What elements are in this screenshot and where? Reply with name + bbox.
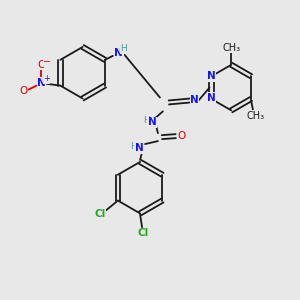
Text: H: H (130, 142, 136, 151)
Text: H: H (120, 44, 127, 53)
Text: CH₃: CH₃ (222, 43, 240, 53)
Text: O: O (20, 85, 28, 96)
Text: Cl: Cl (137, 228, 149, 238)
Text: N: N (37, 78, 46, 88)
Text: +: + (43, 74, 50, 83)
Text: Cl: Cl (94, 209, 106, 219)
Text: −: − (44, 57, 52, 67)
Text: N: N (207, 71, 216, 81)
Text: N: N (190, 95, 199, 106)
Text: N: N (207, 93, 216, 103)
Text: N: N (135, 143, 143, 153)
Text: O: O (178, 131, 186, 141)
Text: CH₃: CH₃ (247, 111, 265, 121)
Text: N: N (148, 117, 156, 127)
Text: H: H (143, 116, 149, 125)
Text: N: N (114, 48, 123, 58)
Text: O: O (38, 60, 46, 70)
